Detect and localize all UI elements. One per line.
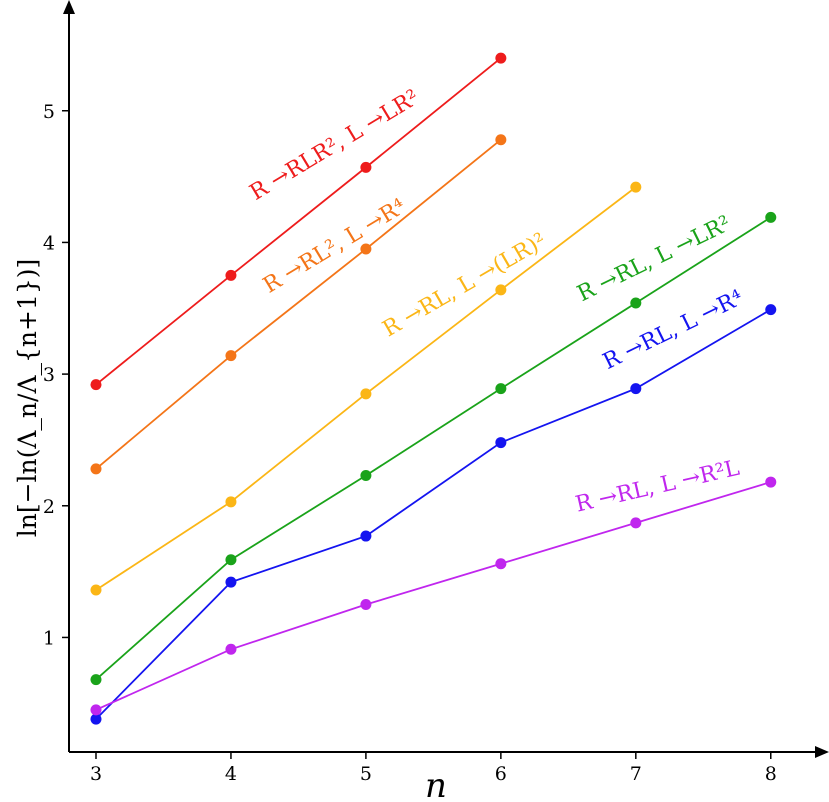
data-point <box>90 584 102 596</box>
data-point <box>90 379 102 391</box>
series-line <box>95 481 772 711</box>
y-axis-arrow <box>63 0 75 14</box>
data-point <box>360 388 372 400</box>
series-3 <box>90 181 642 596</box>
x-tick-label: 5 <box>360 763 372 785</box>
series-label: R →RL, L →R⁴ <box>599 285 747 374</box>
data-point <box>630 517 642 529</box>
series-label: R →RL², L →R⁴ <box>259 194 410 299</box>
x-tick-label: 6 <box>495 763 507 785</box>
data-point <box>495 284 507 296</box>
data-point <box>225 350 237 362</box>
x-tick-label: 4 <box>225 763 237 785</box>
data-point <box>90 704 102 716</box>
y-axis-title: ln[−ln(Λ_n/Λ_{n+1})] <box>13 259 42 538</box>
data-point <box>495 52 507 64</box>
data-point <box>630 383 642 395</box>
series-line <box>95 139 502 470</box>
series-label: R →RL, L →LR² <box>574 211 735 307</box>
x-tick-label: 3 <box>90 763 102 785</box>
data-point <box>360 469 372 481</box>
data-point <box>90 713 102 725</box>
axes <box>63 0 829 758</box>
data-point <box>225 269 237 281</box>
data-point <box>360 599 372 611</box>
y-tick-label: 2 <box>43 496 55 518</box>
x-tick-label: 8 <box>765 763 777 785</box>
y-tick-label: 1 <box>43 627 55 649</box>
series-4 <box>90 211 777 686</box>
data-point <box>495 558 507 570</box>
data-point <box>495 134 507 146</box>
data-point <box>90 674 102 686</box>
data-point <box>225 496 237 508</box>
data-point <box>225 643 237 655</box>
x-axis-title: n <box>425 766 447 802</box>
data-point <box>360 161 372 173</box>
series-2 <box>90 134 507 475</box>
x-axis-arrow <box>815 746 829 758</box>
data-point <box>90 463 102 475</box>
y-ticks: 1 2 3 4 5 <box>43 101 69 649</box>
data-point <box>765 476 777 488</box>
data-point <box>765 211 777 223</box>
y-tick-label: 5 <box>43 101 55 123</box>
series-line <box>95 216 772 681</box>
series-group <box>90 52 777 725</box>
series-1 <box>90 52 507 391</box>
y-tick-label: 4 <box>43 232 55 254</box>
data-point <box>765 304 777 316</box>
data-point <box>225 576 237 588</box>
series-label: R →RL, L →R²L <box>573 456 742 518</box>
series-6 <box>90 476 777 716</box>
data-point <box>360 530 372 542</box>
series-label: R →RL, L →(LR)² <box>379 228 551 342</box>
series-5 <box>90 304 777 725</box>
data-point <box>630 181 642 193</box>
data-point <box>630 297 642 309</box>
data-point <box>495 383 507 395</box>
series-line <box>95 57 502 386</box>
series-label: R →RLR², L →LR² <box>246 85 424 206</box>
y-tick-label: 3 <box>43 364 55 386</box>
data-point <box>360 243 372 255</box>
data-point <box>225 554 237 566</box>
data-point <box>495 437 507 449</box>
x-tick-label: 7 <box>630 763 642 785</box>
x-ticks: 3 4 5 6 7 8 <box>90 752 777 785</box>
series-line <box>95 308 772 720</box>
